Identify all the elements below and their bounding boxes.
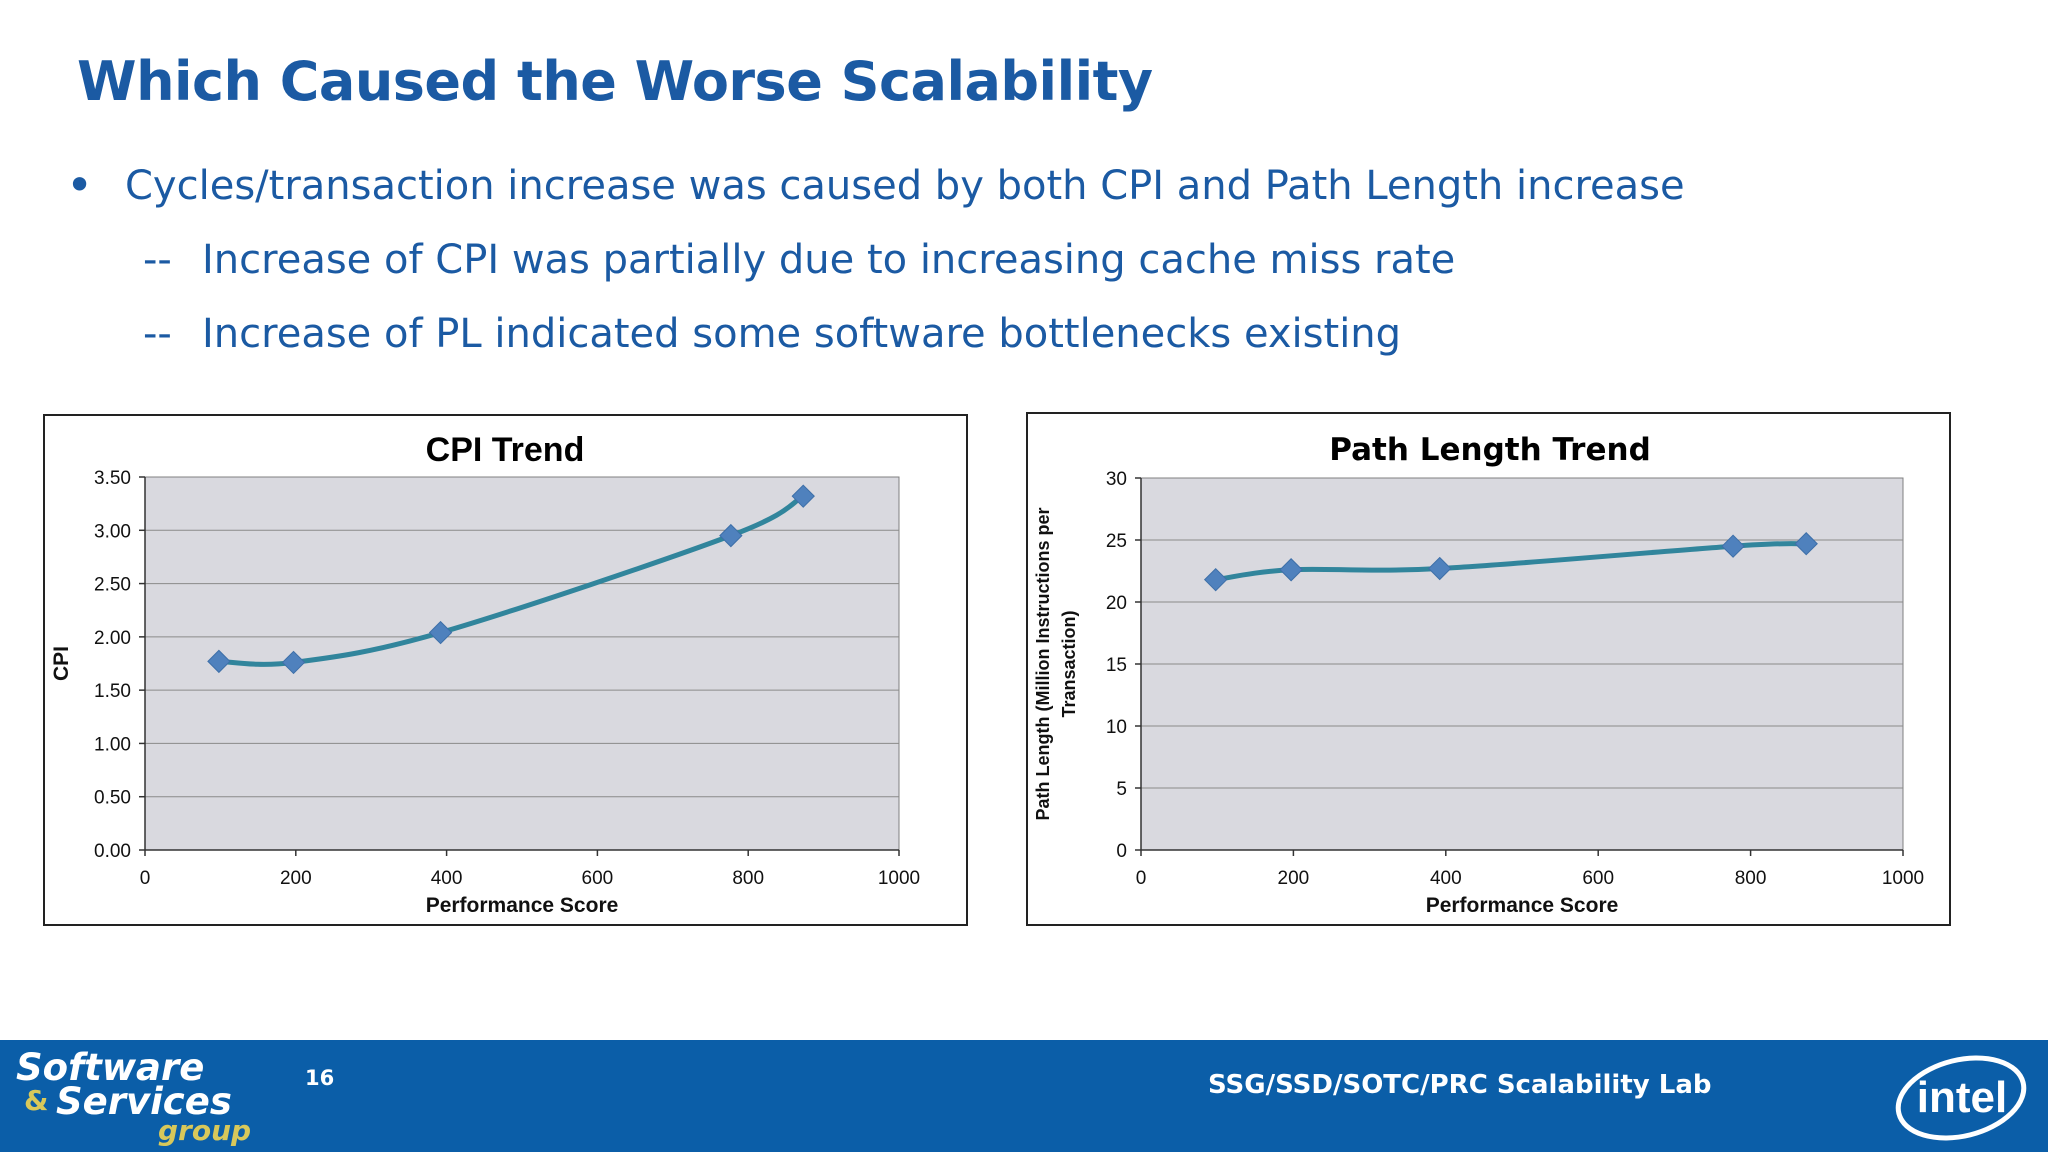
y-tick-label: 30 xyxy=(1106,469,1127,490)
y-tick-label: 1.00 xyxy=(94,734,131,755)
intel-logo: intel xyxy=(1895,1055,2027,1141)
slide-title: Which Caused the Worse Scalability xyxy=(77,50,1153,113)
lab-name: SSG/SSD/SOTC/PRC Scalability Lab xyxy=(1208,1070,1712,1100)
x-tick-label: 1000 xyxy=(878,868,920,889)
x-tick-label: 400 xyxy=(431,868,463,889)
x-tick-label: 800 xyxy=(732,868,764,889)
x-tick-label: 200 xyxy=(1278,868,1310,889)
y-tick-label: 0.00 xyxy=(94,841,131,862)
x-axis-label: Performance Score xyxy=(1426,894,1619,917)
logo-text-software: Software xyxy=(16,1046,205,1089)
x-tick-label: 800 xyxy=(1735,868,1767,889)
sub-bullet-cpi: Increase of CPI was partially due to inc… xyxy=(202,237,1456,283)
logo-text-services: Services xyxy=(56,1080,232,1123)
data-point-marker xyxy=(1794,532,1818,556)
chart-title: Path Length Trend xyxy=(1329,432,1651,468)
data-point-marker xyxy=(1203,567,1228,592)
software-services-group-logo: Software & Services group xyxy=(14,1046,274,1150)
x-tick-label: 0 xyxy=(140,868,151,889)
y-tick-label: 10 xyxy=(1106,717,1127,738)
chart-title: CPI Trend xyxy=(426,431,585,469)
path-length-trend-chart: 0 5 10 15 20 25 30 0 200 400 600 800 1000 Path Length… xyxy=(1026,412,1951,926)
x-tick-label: 400 xyxy=(1430,868,1462,889)
y-tick-label: 15 xyxy=(1106,655,1127,676)
data-point-marker xyxy=(1721,534,1745,558)
logo-text-ampersand: & xyxy=(24,1084,49,1117)
y-tick-label: 1.50 xyxy=(94,681,131,702)
x-tick-label: 200 xyxy=(280,868,312,889)
intel-logo-text: intel xyxy=(1917,1073,2007,1122)
x-tick-label: 600 xyxy=(582,868,614,889)
page-number: 16 xyxy=(305,1066,335,1090)
data-point-marker xyxy=(1279,558,1303,582)
data-point-marker xyxy=(428,620,453,645)
cpi-trend-chart: 0.00 0.50 1.00 1.50 2.00 2.50 3.00 3.50 0 200 400 6… xyxy=(43,414,968,926)
data-point-marker xyxy=(719,523,743,548)
x-tick-label: 600 xyxy=(1582,868,1614,889)
y-tick-label: 2.00 xyxy=(94,628,131,649)
y-tick-label: 3.00 xyxy=(94,521,131,542)
bullet-dot-icon: • xyxy=(66,158,94,212)
data-point-marker xyxy=(791,484,815,508)
y-tick-label: 5 xyxy=(1116,779,1127,800)
path-length-trend-plot: 0 5 10 15 20 25 30 0 200 400 600 800 1000 Path Length… xyxy=(1033,432,1924,917)
y-tick-label: 20 xyxy=(1106,593,1127,614)
sub-bullet-dash: -- xyxy=(143,311,172,357)
y-axis-label: Transaction) xyxy=(1059,610,1079,717)
x-axis-label: Performance Score xyxy=(426,894,619,917)
y-tick-label: 0 xyxy=(1116,841,1127,862)
x-tick-label: 1000 xyxy=(1882,868,1924,889)
x-tick-label: 0 xyxy=(1136,868,1147,889)
sub-bullet-dash: -- xyxy=(143,237,172,283)
main-bullet: Cycles/transaction increase was caused b… xyxy=(125,163,1685,209)
y-tick-label: 2.50 xyxy=(94,575,131,596)
sub-bullet-pl: Increase of PL indicated some software b… xyxy=(202,311,1402,357)
y-tick-label: 25 xyxy=(1106,531,1127,552)
y-axis-label: CPI xyxy=(50,646,73,681)
y-axis-label: Path Length (Million Instructions per xyxy=(1033,508,1053,821)
y-tick-label: 3.50 xyxy=(94,468,131,489)
logo-text-group: group xyxy=(158,1114,252,1147)
data-point-marker xyxy=(1427,556,1452,581)
cpi-trend-plot: 0.00 0.50 1.00 1.50 2.00 2.50 3.00 3.50 0 200 400 6… xyxy=(50,431,920,917)
data-point-marker xyxy=(281,650,306,675)
data-point-marker xyxy=(207,649,231,674)
footer-bar xyxy=(0,1040,2048,1152)
y-tick-label: 0.50 xyxy=(94,788,131,809)
